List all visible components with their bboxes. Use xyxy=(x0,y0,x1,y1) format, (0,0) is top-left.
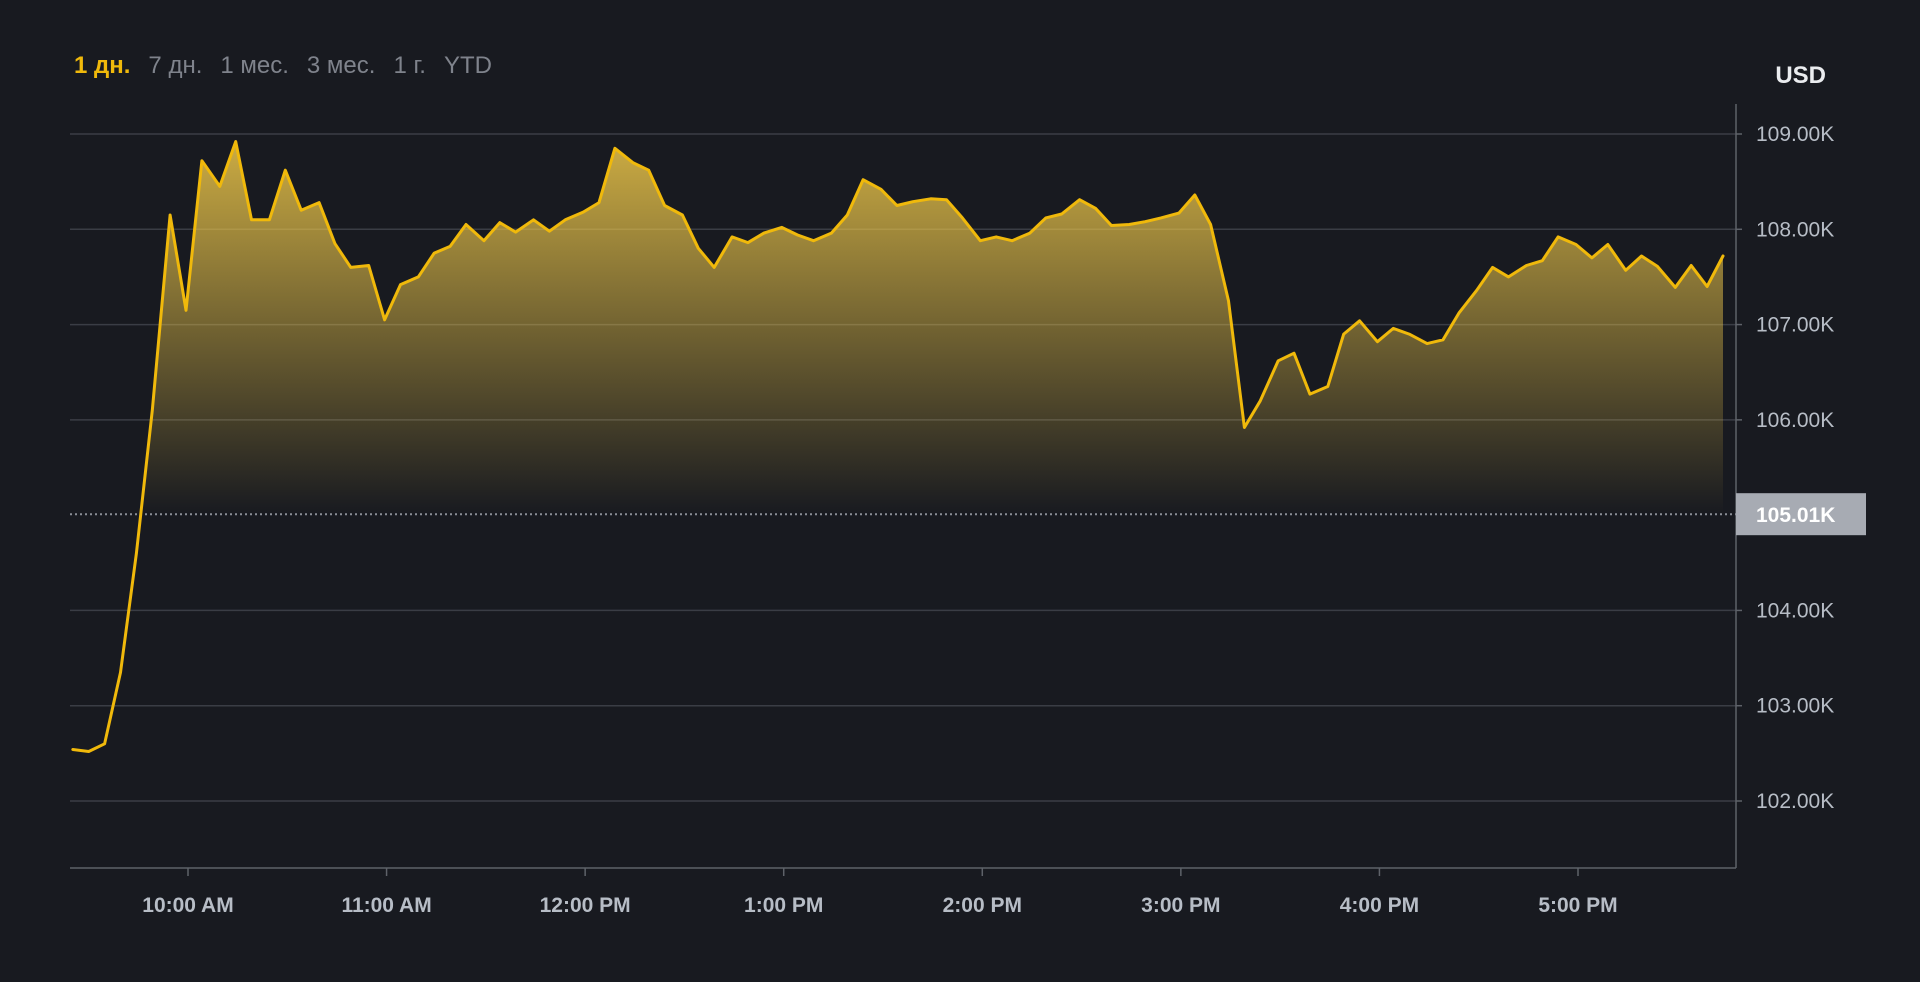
currency-label: USD xyxy=(1775,62,1826,89)
y-tick-label: 102.00K xyxy=(1756,790,1834,813)
tab-3-months[interactable]: 3 мес. xyxy=(306,52,376,79)
x-tick-label: 4:00 PM xyxy=(1340,894,1419,917)
x-tick-label: 10:00 AM xyxy=(142,894,233,917)
y-tick-label: 109.00K xyxy=(1756,123,1834,146)
x-tick-label: 11:00 AM xyxy=(341,894,431,917)
timeframe-tabs: 1 дн. 7 дн. 1 мес. 3 мес. 1 г. YTD xyxy=(74,50,510,82)
price-series-line xyxy=(71,140,1725,753)
x-tick-label: 12:00 PM xyxy=(540,894,631,917)
y-axis-ticks: 109.00K 108.00K 107.00K 106.00K 104.00K 103.0… xyxy=(1736,123,1834,813)
price-area-fill xyxy=(140,141,1723,515)
tab-1-day[interactable]: 1 дн. xyxy=(74,52,131,79)
current-price-label: 105.01K xyxy=(1756,504,1835,527)
tab-1-year[interactable]: 1 г. xyxy=(393,52,426,79)
x-tick-label: 5:00 PM xyxy=(1538,894,1617,917)
tab-ytd[interactable]: YTD xyxy=(443,52,492,79)
y-tick-label: 104.00K xyxy=(1756,599,1834,622)
y-tick-label: 108.00K xyxy=(1756,218,1834,241)
price-area xyxy=(140,141,1723,515)
axes xyxy=(70,104,1737,869)
x-tick-label: 2:00 PM xyxy=(943,894,1022,917)
current-price-badge: 105.01K xyxy=(1736,493,1866,536)
x-tick-label: 1:00 PM xyxy=(744,894,823,917)
price-line xyxy=(71,140,1725,753)
x-tick-label: 3:00 PM xyxy=(1141,894,1220,917)
current-price-badge-bg xyxy=(1736,493,1866,536)
x-axis-ticks: 10:00 AM 11:00 AM 12:00 PM 1:00 PM 2:00 PM 3:… xyxy=(142,868,1618,917)
y-tick-label: 103.00K xyxy=(1756,695,1834,718)
tab-7-days[interactable]: 7 дн. xyxy=(148,52,203,79)
y-tick-label: 106.00K xyxy=(1756,409,1834,432)
y-tick-label: 107.00K xyxy=(1756,314,1834,337)
tab-1-month[interactable]: 1 мес. xyxy=(220,52,289,79)
